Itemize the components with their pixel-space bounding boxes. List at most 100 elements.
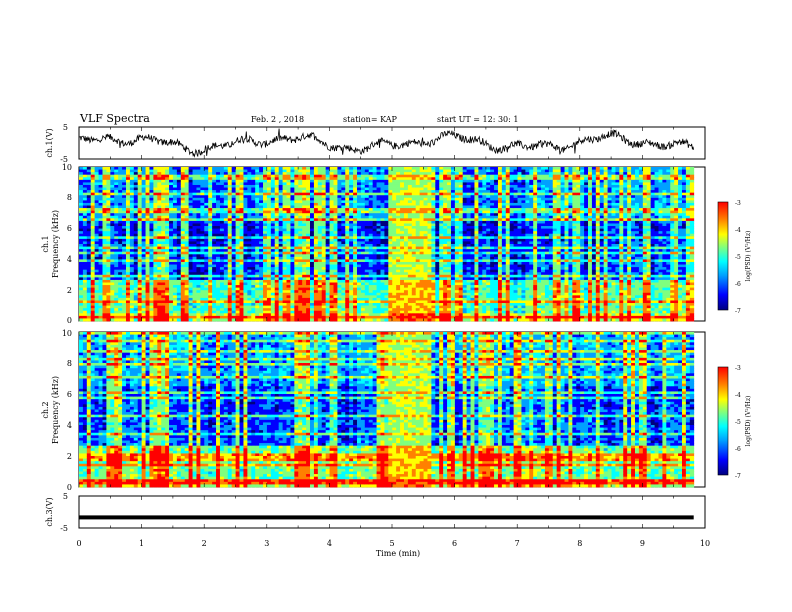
spectrogram-cell xyxy=(349,283,353,286)
spectrogram-cell xyxy=(130,177,134,180)
spectrogram-cell xyxy=(369,293,373,296)
spectrogram-cell xyxy=(110,223,114,226)
spectrogram-cell xyxy=(196,300,200,303)
spectrogram-cell xyxy=(193,300,197,303)
spectrogram-cell xyxy=(263,216,267,219)
spectrogram-cell xyxy=(126,272,130,275)
spectrogram-cell xyxy=(134,318,138,321)
spectrogram-cell xyxy=(232,254,236,257)
spectrogram-cell xyxy=(212,252,216,255)
spectrogram-cell xyxy=(306,293,310,296)
spectrogram-cell xyxy=(208,177,212,180)
spectrogram-cell xyxy=(189,226,193,229)
spectrogram-cell xyxy=(247,249,251,252)
spectrogram-cell xyxy=(243,221,247,224)
spectrogram-cell xyxy=(247,277,251,280)
spectrogram-cell xyxy=(142,180,146,183)
spectrogram-cell xyxy=(79,277,83,280)
spectrogram-cell xyxy=(122,270,126,273)
spectrogram-cell xyxy=(193,298,197,301)
spectrogram-cell xyxy=(298,249,302,252)
spectrogram-cell xyxy=(400,190,404,193)
spectrogram-cell xyxy=(337,223,341,226)
spectrogram-cell xyxy=(251,316,255,319)
spectrogram-cell xyxy=(216,265,220,268)
spectrogram-cell xyxy=(349,247,353,250)
spectrogram-cell xyxy=(314,193,318,196)
spectrogram-cell xyxy=(240,252,244,255)
spectrogram-cell xyxy=(200,303,204,306)
spectrogram-cell xyxy=(110,306,114,309)
spectrogram-cell xyxy=(83,275,87,278)
spectrogram-cell xyxy=(243,213,247,216)
spectrogram-cell xyxy=(204,200,208,203)
spectrogram-cell xyxy=(298,175,302,178)
spectrogram-cell xyxy=(181,223,185,226)
spectrogram-cell xyxy=(290,175,294,178)
spectrogram-cell xyxy=(240,265,244,268)
spectrogram-cell xyxy=(388,218,392,221)
spectrogram-cell xyxy=(99,241,103,244)
spectrogram-cell xyxy=(177,288,181,291)
spectrogram-cell xyxy=(138,221,142,224)
spectrogram-cell xyxy=(95,229,99,232)
spectrogram-cell xyxy=(220,185,224,188)
spectrogram-cell xyxy=(298,180,302,183)
spectrogram-cell xyxy=(243,293,247,296)
spectrogram-cell xyxy=(279,223,283,226)
spectrogram-cell xyxy=(177,206,181,209)
spectrogram-cell xyxy=(149,259,153,262)
spectrogram-cell xyxy=(142,316,146,319)
spectrogram-cell xyxy=(302,213,306,216)
spectrogram-cell xyxy=(334,318,338,321)
spectrogram-cell xyxy=(204,275,208,278)
spectrogram-cell xyxy=(102,206,106,209)
spectrogram-cell xyxy=(228,241,232,244)
spectrogram-cell xyxy=(106,270,110,273)
spectrogram-cell xyxy=(236,190,240,193)
spectrogram-cell xyxy=(396,311,400,314)
spectrogram-cell xyxy=(91,167,95,170)
spectrogram-cell xyxy=(91,203,95,206)
spectrogram-cell xyxy=(318,177,322,180)
spectrogram-cell xyxy=(228,170,232,173)
spectrogram-cell xyxy=(341,195,345,198)
spectrogram-cell xyxy=(185,177,189,180)
spectrogram-cell xyxy=(138,311,142,314)
spectrogram-cell xyxy=(189,180,193,183)
spectrogram-cell xyxy=(314,206,318,209)
spectrogram-cell xyxy=(122,247,126,250)
spectrogram-cell xyxy=(196,193,200,196)
spectrogram-cell xyxy=(322,177,326,180)
spectrogram-cell xyxy=(224,188,228,191)
spectrogram-cell xyxy=(334,298,338,301)
spectrogram-cell xyxy=(314,244,318,247)
spectrogram-cell xyxy=(318,226,322,229)
spectrogram-cell xyxy=(247,313,251,316)
spectrogram-cell xyxy=(106,198,110,201)
spectrogram-cell xyxy=(353,172,357,175)
spectrogram-cell xyxy=(149,318,153,321)
spectrogram-cell xyxy=(216,241,220,244)
spectrogram-cell xyxy=(200,247,204,250)
spectrogram-cell xyxy=(106,172,110,175)
spectrogram-cell xyxy=(373,313,377,316)
spectrogram-cell xyxy=(79,257,83,260)
spectrogram-cell xyxy=(236,285,240,288)
spectrogram-cell xyxy=(99,306,103,309)
spectrogram-cell xyxy=(263,175,267,178)
spectrogram-cell xyxy=(380,200,384,203)
spectrogram-cell xyxy=(208,211,212,214)
spectrogram-cell xyxy=(384,221,388,224)
spectrogram-cell xyxy=(224,259,228,262)
spectrogram-cell xyxy=(146,290,150,293)
spectrogram-cell xyxy=(330,270,334,273)
spectrogram-cell xyxy=(334,262,338,265)
spectrogram-cell xyxy=(208,308,212,311)
spectrogram-cell xyxy=(287,208,291,211)
spectrogram-cell xyxy=(345,293,349,296)
spectrogram-cell xyxy=(181,285,185,288)
spectrogram-cell xyxy=(337,259,341,262)
spectrogram-cell xyxy=(189,223,193,226)
spectrogram-cell xyxy=(134,257,138,260)
